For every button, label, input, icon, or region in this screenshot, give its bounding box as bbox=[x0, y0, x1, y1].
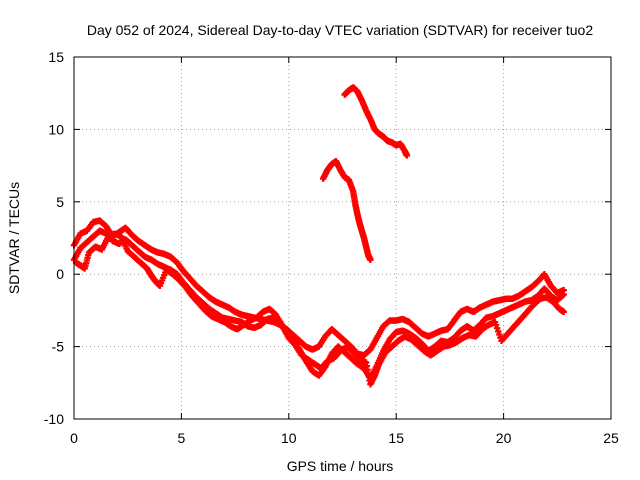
y-tick-label: 0 bbox=[56, 266, 64, 282]
axis-ticks bbox=[73, 56, 612, 420]
data-point bbox=[560, 308, 567, 316]
y-tick-label: -5 bbox=[52, 339, 65, 355]
data-point bbox=[403, 152, 411, 159]
x-tick-label: 5 bbox=[178, 430, 186, 446]
data-point bbox=[560, 291, 567, 298]
series-track-5 bbox=[341, 84, 411, 159]
y-tick-label: -10 bbox=[44, 411, 64, 427]
x-tick-label: 20 bbox=[496, 430, 512, 446]
x-axis-tick-labels: 0 5 10 15 20 25 bbox=[70, 430, 619, 446]
plot-frame bbox=[73, 56, 612, 420]
x-tick-label: 0 bbox=[70, 430, 78, 446]
series-track-1 bbox=[70, 217, 567, 359]
chart-title: Day 052 of 2024, Sidereal Day-to-day VTE… bbox=[87, 22, 594, 38]
x-axis-label: GPS time / hours bbox=[287, 458, 394, 474]
y-tick-label: 10 bbox=[48, 121, 64, 137]
y-tick-label: 5 bbox=[56, 194, 64, 210]
data-marks bbox=[70, 84, 567, 388]
x-tick-label: 25 bbox=[603, 430, 619, 446]
x-tick-label: 10 bbox=[281, 430, 297, 446]
y-tick-label: 15 bbox=[48, 49, 64, 65]
data-point bbox=[367, 256, 374, 263]
grid-lines bbox=[74, 57, 611, 419]
series-track-3 bbox=[72, 230, 567, 388]
y-axis-tick-labels: -10 -5 0 5 10 15 bbox=[44, 49, 64, 427]
x-tick-label: 15 bbox=[388, 430, 404, 446]
y-axis-label: SDTVAR / TECUs bbox=[6, 182, 22, 294]
series-track-4 bbox=[319, 158, 374, 263]
